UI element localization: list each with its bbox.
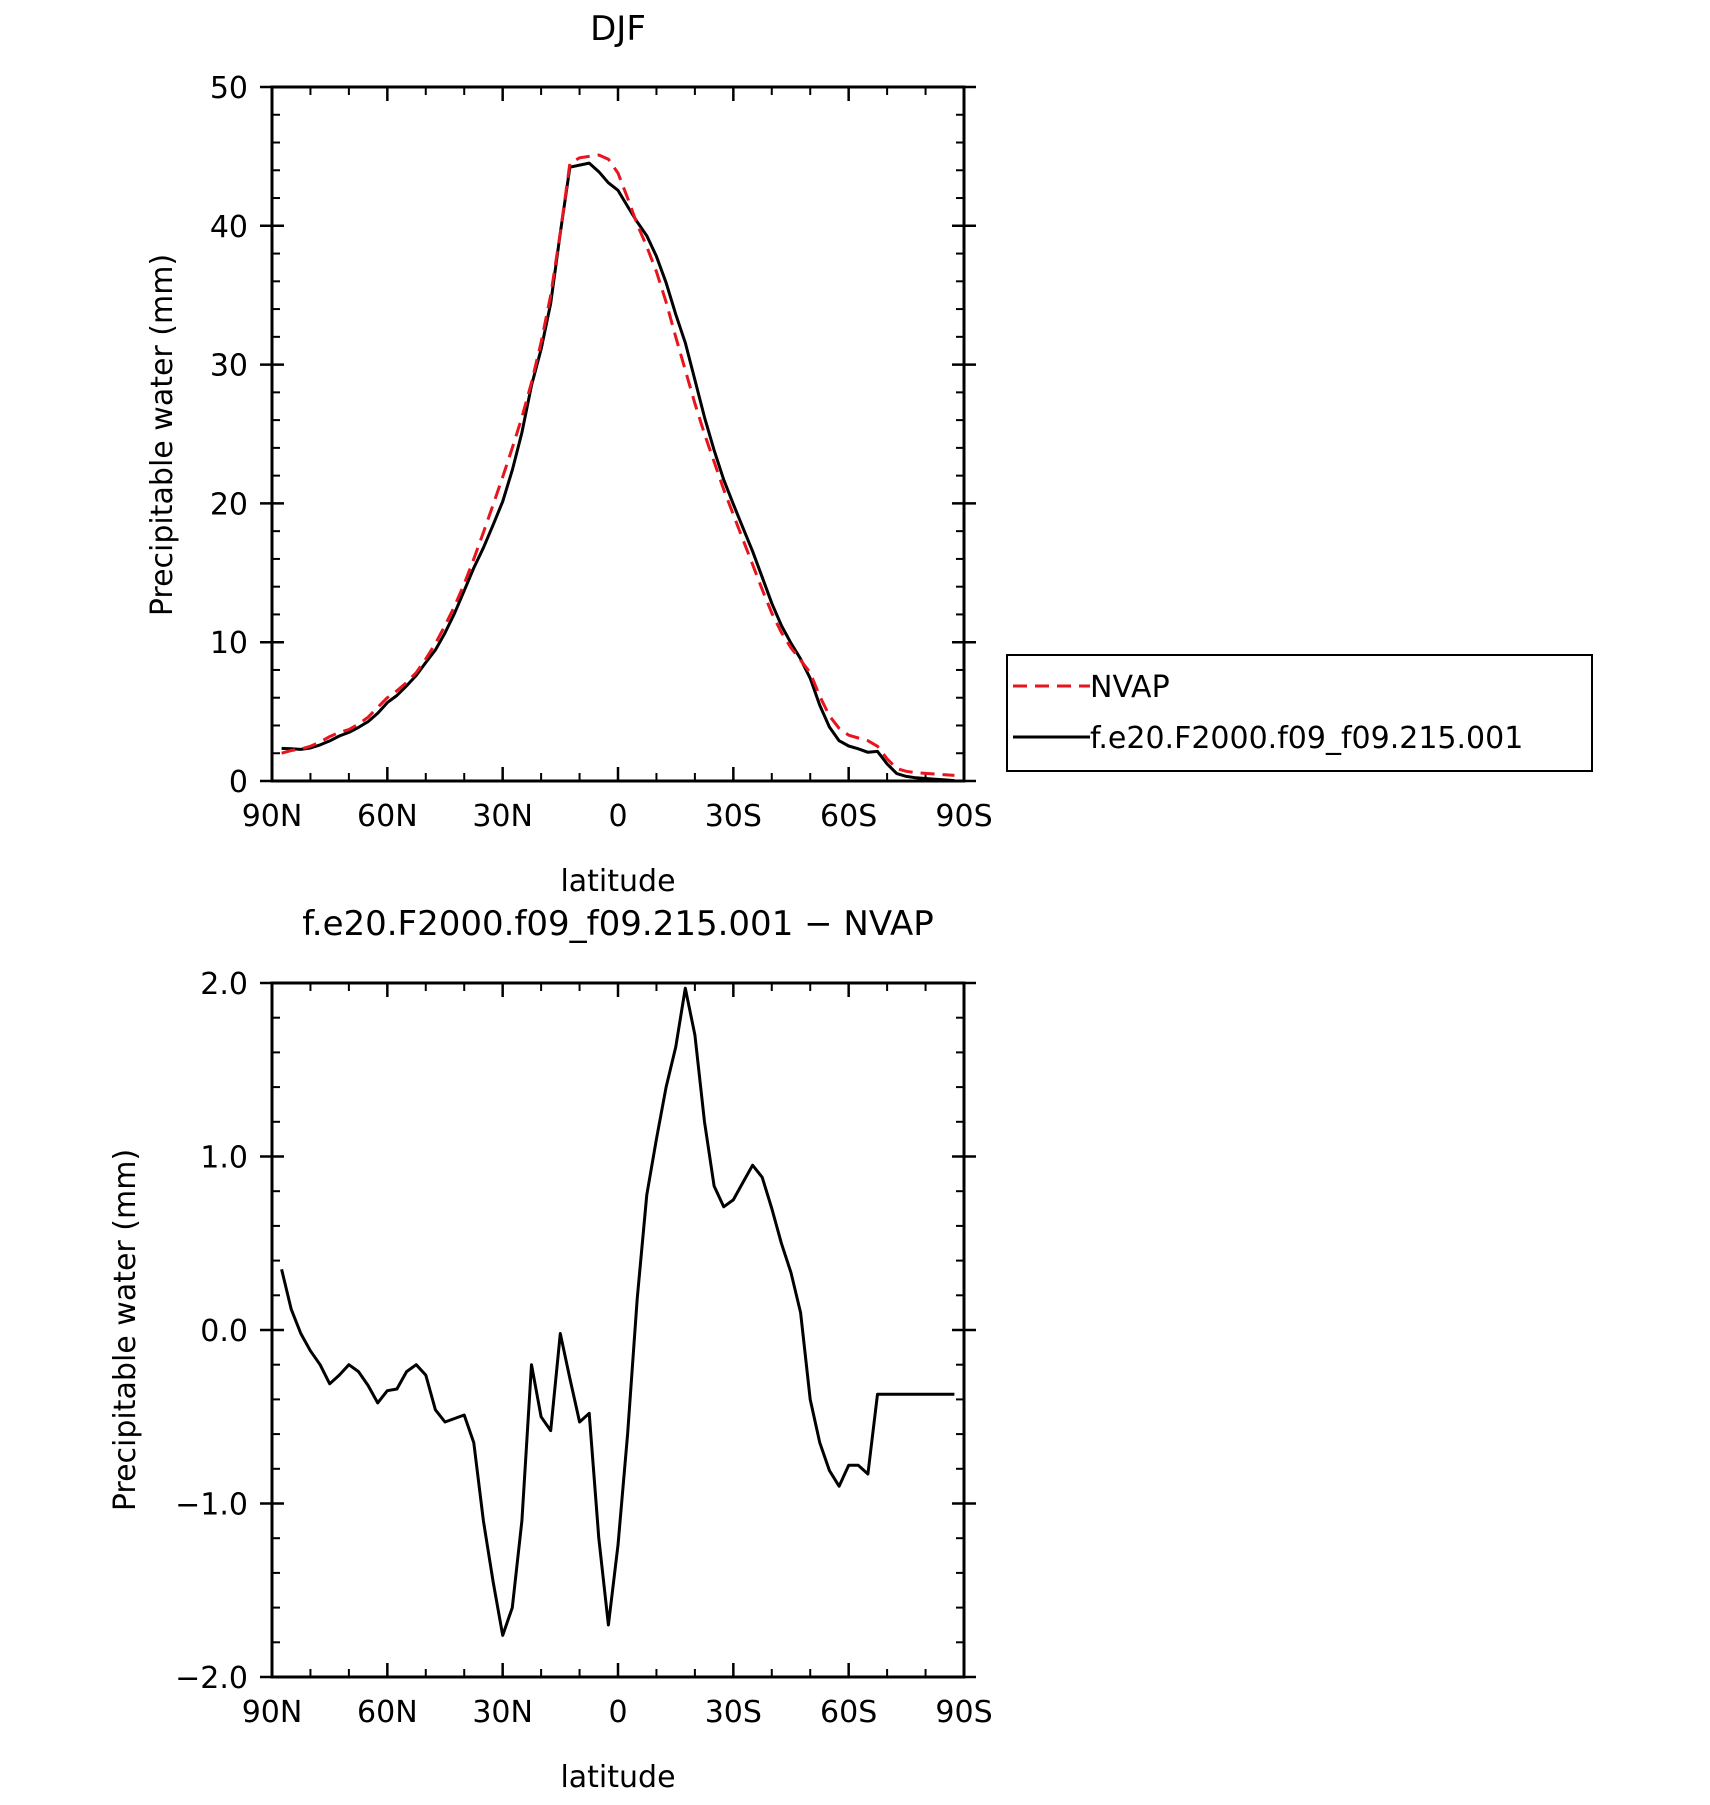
- bottom-x-tick-label: 90S: [935, 1695, 992, 1730]
- top-x-tick-label: 30N: [472, 799, 533, 834]
- legend-label-nvap: NVAP: [1090, 670, 1170, 705]
- top-x-tick-label: 30S: [705, 799, 762, 834]
- top-x-tick-label: 60N: [357, 799, 418, 834]
- bottom-panel: f.e20.F2000.f09_f09.215.001 − NVAP Preci…: [108, 904, 993, 1795]
- bottom-x-axis-label: latitude: [560, 1760, 675, 1795]
- top-x-tick-label: 0: [608, 799, 627, 834]
- bottom-plot-frame: [270, 981, 966, 1679]
- bottom-y-tick-label: 0.0: [200, 1314, 248, 1349]
- bottom-x-tick-label: 90N: [242, 1695, 303, 1730]
- top-y-tick-label: 50: [210, 71, 248, 106]
- legend-box: [1006, 654, 1593, 772]
- top-series-group: [281, 153, 955, 783]
- bottom-series-group: [280, 986, 955, 1637]
- bottom-x-tick-label: 30N: [472, 1695, 533, 1730]
- bottom-x-tick-label: 60S: [820, 1695, 877, 1730]
- bottom-chart-title: f.e20.F2000.f09_f09.215.001 − NVAP: [302, 904, 933, 944]
- top-y-tick-label: 30: [210, 349, 248, 384]
- bottom-y-axis-label: Precipitable water (mm): [108, 1149, 143, 1511]
- legend: NVAP f.e20.F2000.f09_f09.215.001: [1006, 654, 1593, 772]
- bottom-y-tick-label: 1.0: [200, 1141, 248, 1176]
- top-series-line-nvap: [281, 153, 955, 777]
- bottom-series-line-difference: [280, 986, 955, 1637]
- top-x-tick-label: 90S: [935, 799, 992, 834]
- top-y-tick-label: 0: [229, 765, 248, 800]
- top-y-tick-label: 20: [210, 487, 248, 522]
- bottom-y-tick-label: 2.0: [200, 967, 248, 1002]
- bottom-x-tick-label: 60N: [357, 1695, 418, 1730]
- bottom-y-tick-label: −2.0: [175, 1661, 248, 1696]
- legend-label-model: f.e20.F2000.f09_f09.215.001: [1090, 721, 1523, 756]
- top-x-axis-label: latitude: [560, 864, 675, 899]
- top-panel: DJF Precipitable water (mm) latitude 90N…: [145, 9, 1593, 899]
- top-x-tick-label: 60S: [820, 799, 877, 834]
- top-x-tick-label: 90N: [242, 799, 303, 834]
- top-y-tick-label: 10: [210, 626, 248, 661]
- top-chart-title: DJF: [590, 9, 646, 49]
- bottom-x-tick-label: 30S: [705, 1695, 762, 1730]
- bottom-y-tick-label: −1.0: [175, 1488, 248, 1523]
- bottom-axis-ticks: 90N 60N 30N 0 30S 60S 90S −2.0 −1.0 0.0 1.0 2.0: [175, 967, 992, 1730]
- bottom-x-tick-label: 0: [608, 1695, 627, 1730]
- top-y-tick-label: 40: [210, 210, 248, 245]
- top-axis-ticks: 90N 60N 30N 0 30S 60S 90S 0 10 20 30 40 50: [210, 71, 993, 834]
- top-y-axis-label: Precipitable water (mm): [145, 254, 180, 616]
- top-series-line-f-e20-f2000-f09-f09-215-001: [281, 161, 955, 783]
